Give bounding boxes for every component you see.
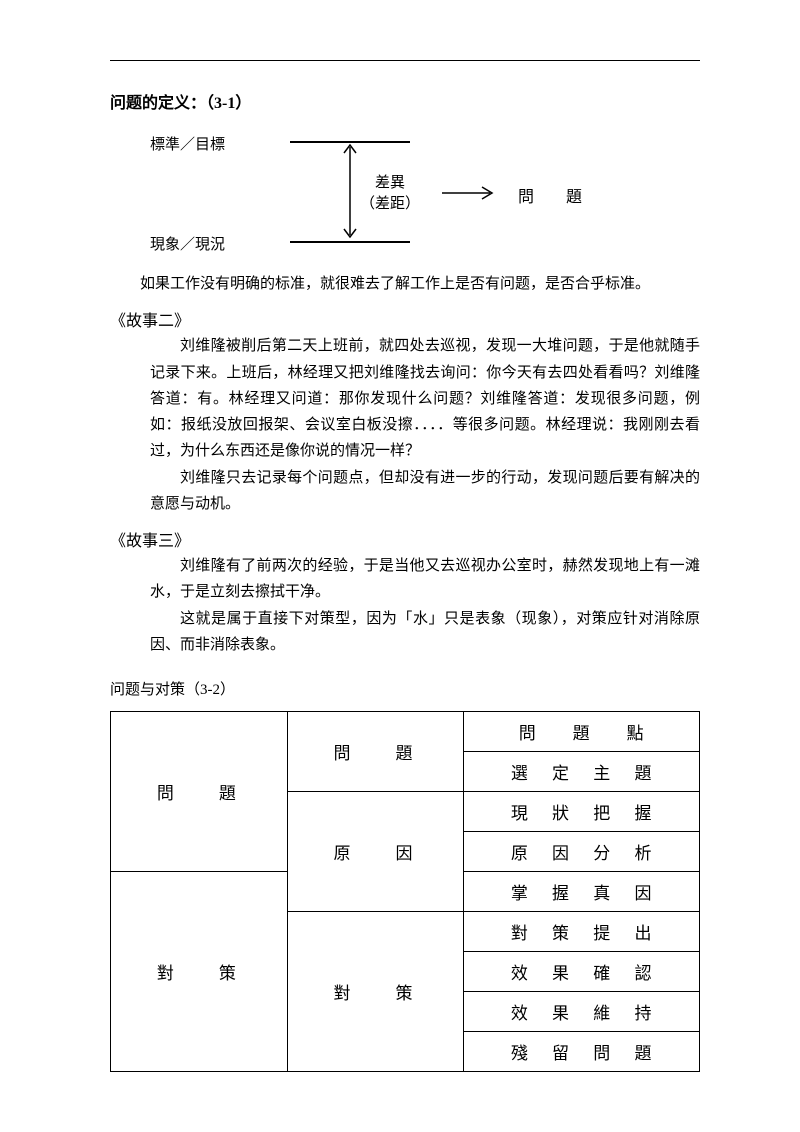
matrix-c2-r2: 原 因 bbox=[287, 792, 464, 912]
story2-block: 刘维隆被削后第二天上班前，就四处去巡视，发现一大堆问题，于是他就随手记录下来。上… bbox=[150, 333, 700, 517]
matrix-c3-r1: 問 題 點 bbox=[464, 712, 700, 752]
story3-title: 《故事三》 bbox=[110, 527, 700, 551]
diagram-center-text: 差異 （差距） bbox=[360, 173, 420, 215]
story3-p1: 刘维隆有了前两次的经验，于是当他又去巡视办公室时，赫然发现地上有一滩水，于是立刻… bbox=[150, 553, 700, 606]
diagram-center-line1: 差異 bbox=[375, 175, 405, 191]
definition-diagram: 標準／目標 現象／現況 差異 （差距） 問 題 bbox=[150, 127, 610, 257]
diagram-vertical-arrow bbox=[340, 141, 360, 241]
matrix-c2-r3: 對 策 bbox=[287, 912, 464, 1072]
matrix-c3-r2: 選 定 主 題 bbox=[464, 752, 700, 792]
matrix-c3-r9: 殘 留 問 題 bbox=[464, 1032, 700, 1072]
matrix-c3-r6: 對 策 提 出 bbox=[464, 912, 700, 952]
matrix-c3-r8: 效 果 維 持 bbox=[464, 992, 700, 1032]
matrix-c1-r1: 問 題 bbox=[111, 712, 288, 872]
diagram-bar-bottom bbox=[290, 241, 410, 243]
diagram-label-bottom: 現象／現況 bbox=[150, 233, 225, 254]
story2-p2: 刘维隆只去记录每个问题点，但却没有进一步的行动，发现问题后要有解决的意愿与动机。 bbox=[150, 465, 700, 518]
diagram-label-top: 標準／目標 bbox=[150, 133, 225, 154]
matrix-c1-r2: 對 策 bbox=[111, 872, 288, 1072]
table-heading: 问题与对策（3-2） bbox=[110, 678, 700, 699]
heading-definition: 问题的定义：（3-1） bbox=[110, 89, 700, 113]
diagram-right-arrow bbox=[440, 185, 500, 201]
matrix-c3-r4: 原 因 分 析 bbox=[464, 832, 700, 872]
matrix-c2-r1: 問 題 bbox=[287, 712, 464, 792]
story3-p2: 这就是属于直接下对策型，因为「水」只是表象（现象），对策应针对消除原因、而非消除… bbox=[150, 606, 700, 659]
story3-block: 刘维隆有了前两次的经验，于是当他又去巡视办公室时，赫然发现地上有一滩水，于是立刻… bbox=[150, 553, 700, 658]
matrix-c3-r5: 掌 握 真 因 bbox=[464, 872, 700, 912]
matrix-c3-r3: 現 狀 把 握 bbox=[464, 792, 700, 832]
diagram-result: 問 題 bbox=[518, 183, 590, 207]
para-after-diagram: 如果工作没有明确的标准，就很难去了解工作上是否有问题，是否合乎标准。 bbox=[110, 271, 700, 297]
diagram-center-line2: （差距） bbox=[360, 196, 420, 212]
story2-p1: 刘维隆被削后第二天上班前，就四处去巡视，发现一大堆问题，于是他就随手记录下来。上… bbox=[150, 333, 700, 464]
matrix-c3-r7: 效 果 確 認 bbox=[464, 952, 700, 992]
matrix-table: 問 題 問 題 問 題 點 選 定 主 題 原 因 現 狀 把 握 原 因 分 … bbox=[110, 711, 700, 1072]
page: 问题的定义：（3-1） 標準／目標 現象／現況 差異 （差距） 問 題 如果工作… bbox=[0, 0, 800, 1132]
top-rule bbox=[110, 60, 700, 61]
story2-title: 《故事二》 bbox=[110, 307, 700, 331]
